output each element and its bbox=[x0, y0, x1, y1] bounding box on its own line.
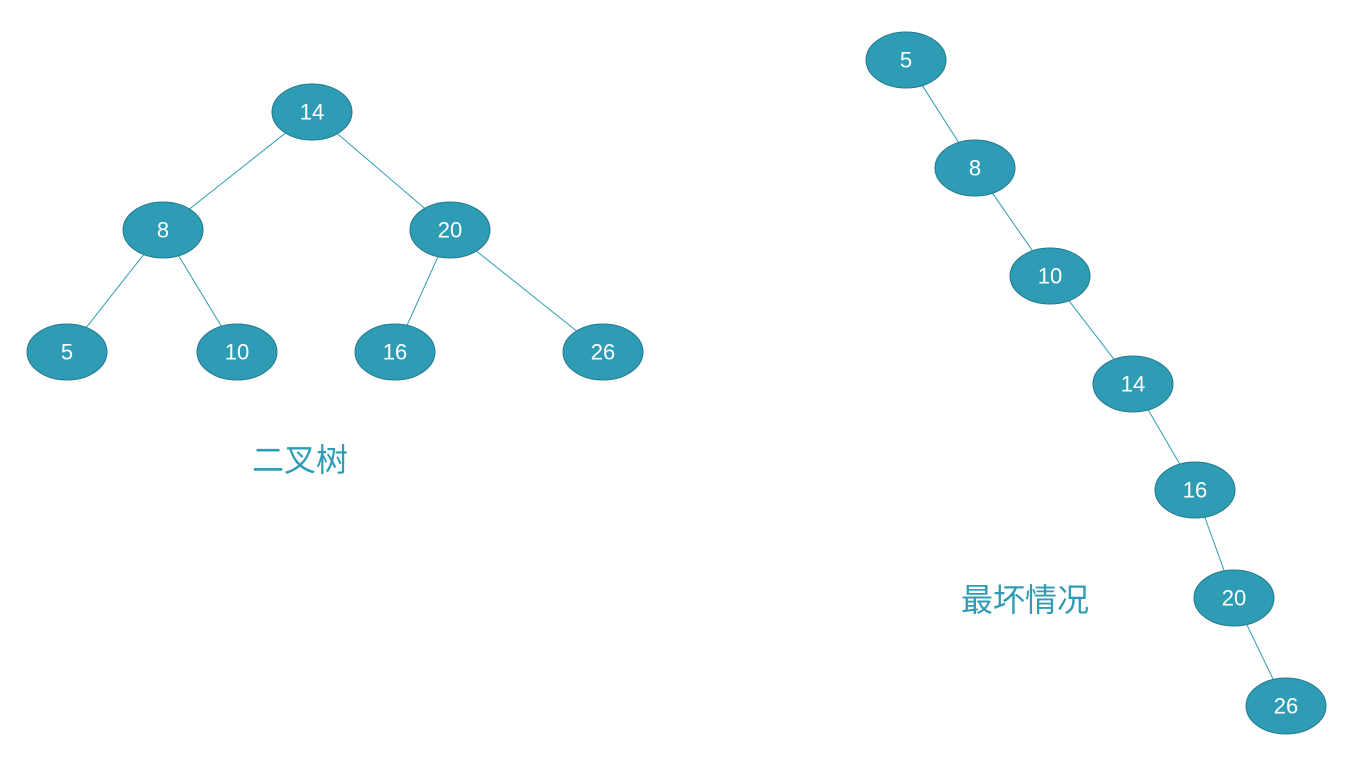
tree-edge bbox=[922, 86, 958, 143]
tree-node: 26 bbox=[563, 324, 643, 380]
tree-edge bbox=[476, 251, 576, 331]
tree-node: 10 bbox=[197, 324, 277, 380]
tree-node: 5 bbox=[27, 324, 107, 380]
tree-node: 8 bbox=[935, 140, 1015, 196]
tree-node: 14 bbox=[1093, 356, 1173, 412]
tree-node-label: 16 bbox=[1183, 478, 1207, 503]
tree-node-label: 20 bbox=[1222, 586, 1246, 611]
tree-node: 20 bbox=[1194, 570, 1274, 626]
diagram-canvas: 14 8 20 5 10 16 26 二叉树 5 8 10 14 16 20 26 最坏情况 bbox=[0, 0, 1346, 760]
tree-edge bbox=[189, 133, 285, 209]
tree-node-label: 20 bbox=[438, 218, 462, 243]
tree-node-label: 14 bbox=[1121, 372, 1145, 397]
binary-tree-caption: 二叉树 bbox=[252, 442, 348, 478]
tree-node: 10 bbox=[1010, 248, 1090, 304]
worst-case-tree-caption: 最坏情况 bbox=[961, 582, 1089, 618]
tree-edge bbox=[337, 134, 424, 209]
tree-node-label: 26 bbox=[1274, 694, 1298, 719]
tree-node-label: 10 bbox=[225, 340, 249, 365]
worst-case-tree-nodes: 5 8 10 14 16 20 26 bbox=[866, 32, 1326, 734]
tree-node: 5 bbox=[866, 32, 946, 88]
tree-edge bbox=[1069, 301, 1114, 360]
tree-node-label: 8 bbox=[157, 218, 169, 243]
binary-tree: 14 8 20 5 10 16 26 二叉树 bbox=[27, 84, 643, 478]
tree-node: 14 bbox=[272, 84, 352, 140]
tree-edge bbox=[1247, 625, 1273, 680]
tree-edge bbox=[179, 256, 222, 326]
tree-node-label: 16 bbox=[383, 340, 407, 365]
tree-node: 16 bbox=[355, 324, 435, 380]
tree-edge bbox=[992, 193, 1032, 251]
tree-edge bbox=[407, 257, 438, 326]
worst-case-tree: 5 8 10 14 16 20 26 最坏情况 bbox=[866, 32, 1326, 734]
tree-node: 8 bbox=[123, 202, 203, 258]
tree-node-label: 5 bbox=[61, 340, 73, 365]
tree-node: 20 bbox=[410, 202, 490, 258]
tree-node-label: 8 bbox=[969, 156, 981, 181]
tree-node-label: 14 bbox=[300, 100, 324, 125]
tree-edge bbox=[86, 255, 143, 328]
tree-node-label: 26 bbox=[591, 340, 615, 365]
tree-edge bbox=[1205, 517, 1224, 571]
tree-node-label: 10 bbox=[1038, 264, 1062, 289]
tree-edge bbox=[1148, 410, 1180, 464]
tree-node: 16 bbox=[1155, 462, 1235, 518]
binary-tree-nodes: 14 8 20 5 10 16 26 bbox=[27, 84, 643, 380]
tree-node-label: 5 bbox=[900, 48, 912, 73]
tree-node: 26 bbox=[1246, 678, 1326, 734]
